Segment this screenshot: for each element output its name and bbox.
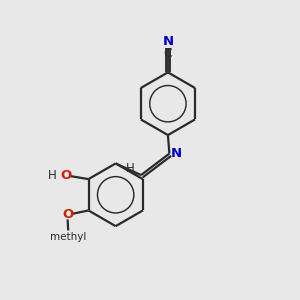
Text: O: O: [61, 169, 72, 182]
Text: N: N: [170, 147, 182, 160]
Text: N: N: [162, 35, 173, 48]
Text: H: H: [126, 162, 135, 175]
Text: O: O: [62, 208, 73, 221]
Text: C: C: [164, 47, 172, 60]
Text: H: H: [48, 169, 57, 182]
Text: methyl: methyl: [50, 232, 86, 242]
